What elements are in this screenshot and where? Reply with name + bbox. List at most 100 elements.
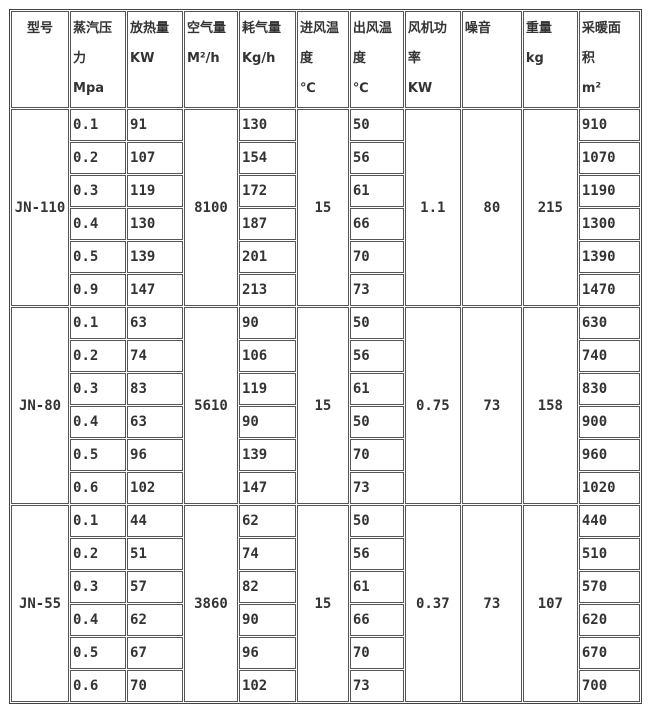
area-cell: 620 [578,604,640,636]
header-text: M²/h [187,51,220,66]
heat-cell: 96 [127,439,183,471]
pressure-cell: 0.4 [70,604,127,636]
inlet-temp-cell: 15 [296,307,349,504]
pressure-cell: 0.2 [70,538,127,570]
steam-cell: 74 [238,538,296,570]
header-heating-area: 采暖面积 m² [578,11,640,108]
noise-cell: 73 [461,505,522,702]
header-text: 度 [352,51,366,66]
area-cell: 570 [578,571,640,603]
outlet-temp-cell: 61 [349,373,404,405]
outlet-temp-cell: 50 [349,505,404,537]
air-volume-cell: 8100 [184,109,238,306]
table-row: 0.5 67 96 70 670 [11,637,640,669]
outlet-temp-cell: 50 [349,307,404,339]
inlet-temp-cell: 15 [296,109,349,306]
heat-cell: 63 [127,406,183,438]
area-cell: 960 [578,439,640,471]
header-text: 蒸汽压 [73,21,113,36]
header-row: 型号 蒸汽压力 Mpa 放热量 KW 空气量 M²/h 耗气量 Kg/h 进风温度 ℃ 出风温度 ℃ 风机… [11,11,640,108]
heat-cell: 62 [127,604,183,636]
heat-cell: 57 [127,571,183,603]
pressure-cell: 0.3 [70,175,127,207]
outlet-temp-cell: 50 [349,406,404,438]
heater-spec-table: 型号 蒸汽压力 Mpa 放热量 KW 空气量 M²/h 耗气量 Kg/h 进风温度 ℃ 出风温度 ℃ 风机… [9,9,642,704]
heat-cell: 83 [127,373,183,405]
pressure-cell: 0.2 [70,340,127,372]
header-fan-power: 风机功率 KW [404,11,461,108]
pressure-cell: 0.4 [70,406,127,438]
weight-cell: 158 [522,307,578,504]
model-cell: JN-80 [11,307,70,504]
table-row: 0.4 62 90 66 620 [11,604,640,636]
header-text: Kg/h [241,51,276,66]
pressure-cell: 0.3 [70,571,127,603]
steam-cell: 172 [238,175,296,207]
table-row: 0.3 119 172 61 1190 [11,175,640,207]
noise-cell: 73 [461,307,522,504]
heat-cell: 139 [127,241,183,273]
pressure-cell: 0.3 [70,373,127,405]
table-row: 0.3 57 82 61 570 [11,571,640,603]
area-cell: 1390 [578,241,640,273]
weight-cell: 215 [522,109,578,306]
header-text: 采暖面 [581,21,621,36]
header-noise: 噪音 [461,11,522,108]
model-cell: JN-110 [11,109,70,306]
table-row: JN-80 0.1 63 5610 90 15 50 0.75 73 158 630 [11,307,640,504]
heat-cell: 70 [127,670,183,702]
header-text: 噪音 [464,21,491,36]
table-row: 0.5 139 201 70 1390 [11,241,640,273]
outlet-temp-cell: 73 [349,274,404,306]
table-row: 0.4 63 90 50 900 [11,406,640,438]
outlet-temp-cell: 66 [349,604,404,636]
heat-cell: 51 [127,538,183,570]
heat-cell: 107 [127,142,183,174]
outlet-temp-cell: 61 [349,175,404,207]
outlet-temp-cell: 73 [349,472,404,504]
header-text: 出风温 [352,21,392,36]
steam-cell: 130 [238,109,296,141]
steam-cell: 90 [238,307,296,339]
header-text: m² [581,81,602,96]
model-cell: JN-55 [11,505,70,702]
heat-cell: 102 [127,472,183,504]
weight-cell: 107 [522,505,578,702]
steam-cell: 106 [238,340,296,372]
outlet-temp-cell: 56 [349,142,404,174]
outlet-temp-cell: 61 [349,571,404,603]
header-text: 风机功 [407,21,447,36]
steam-cell: 90 [238,604,296,636]
area-cell: 1190 [578,175,640,207]
table-row: 0.2 74 106 56 740 [11,340,640,372]
outlet-temp-cell: 66 [349,208,404,240]
area-cell: 670 [578,637,640,669]
header-steam-consumption: 耗气量 Kg/h [238,11,296,108]
header-text: 积 [581,51,595,66]
steam-cell: 96 [238,637,296,669]
header-text: 耗气量 [241,21,281,36]
table-row: JN-55 0.1 44 3860 62 15 50 0.37 73 107 440 [11,505,640,702]
steam-cell: 62 [238,505,296,537]
outlet-temp-cell: 70 [349,241,404,273]
steam-cell: 201 [238,241,296,273]
header-text: Mpa [73,81,105,96]
table-row: JN-110 0.1 91 8100 130 15 50 1.1 80 215 910 [11,109,640,306]
area-cell: 1470 [578,274,640,306]
header-text: 率 [407,51,421,66]
heat-cell: 119 [127,175,183,207]
steam-cell: 187 [238,208,296,240]
header-air-volume: 空气量 M²/h [184,11,238,108]
fan-power-cell: 0.37 [404,505,461,702]
pressure-cell: 0.5 [70,241,127,273]
heat-cell: 130 [127,208,183,240]
pressure-cell: 0.5 [70,439,127,471]
steam-cell: 82 [238,571,296,603]
header-text: 放热量 [130,21,170,36]
pressure-cell: 0.2 [70,142,127,174]
table-row: 0.3 83 119 61 830 [11,373,640,405]
area-cell: 700 [578,670,640,702]
header-heat-output: 放热量 KW [127,11,183,108]
inlet-temp-cell: 15 [296,505,349,702]
steam-cell: 213 [238,274,296,306]
